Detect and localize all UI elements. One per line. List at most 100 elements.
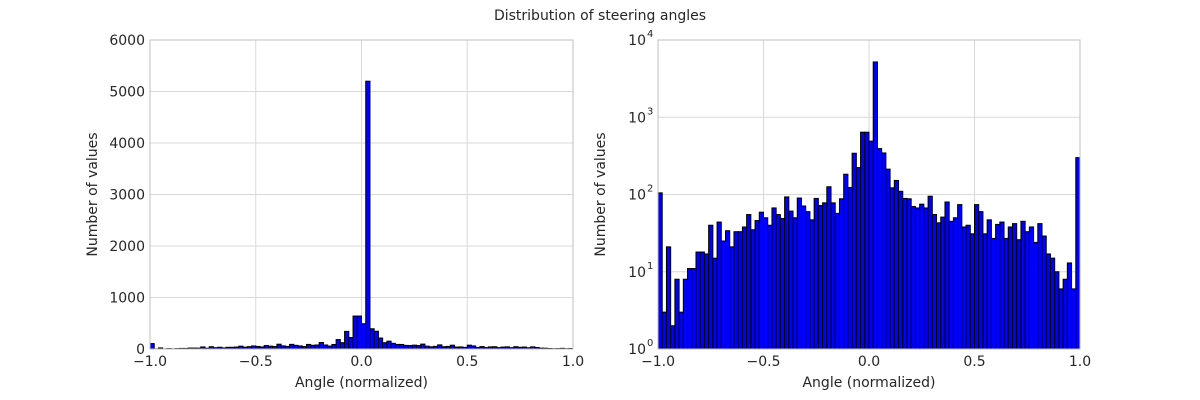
y-tick-exponent: 2 [647,184,653,195]
histogram-bar [149,343,155,350]
histogram-bar [407,345,413,350]
histogram-bar [796,197,802,350]
histogram-bar [771,207,777,350]
histogram-bar [1071,288,1077,350]
y-tick-exponent: 3 [647,106,653,117]
axes-frame [149,39,574,350]
histogram-bar [889,187,895,350]
histogram-bar [961,226,967,350]
histogram-bar [885,168,891,350]
histogram-bar [822,202,828,350]
histogram-bar [927,195,933,350]
histogram-bar [399,343,405,350]
x-axis-label: Angle (normalized) [295,375,428,391]
x-tick-label: 0.0 [858,354,880,370]
histogram-bar [809,219,815,350]
histogram-bar [923,207,929,350]
histogram-bar [767,224,773,350]
histogram-bar [382,342,388,350]
y-tick-label: 10 [628,188,646,204]
y-tick-exponent: 1 [647,261,653,272]
histogram-bar [708,224,714,350]
histogram-bar [725,230,731,350]
histogram-bar [741,226,748,350]
y-tick-label: 10 [628,265,646,281]
histogram-bar [931,214,938,350]
histogram-bar [830,202,836,350]
histogram-bar [843,173,849,350]
histogram-bar [682,278,689,350]
histogram-bar [779,217,786,350]
histogram-bar [995,223,1001,350]
histogram-bar [805,211,811,350]
histogram-bar [969,233,976,350]
y-tick-label: 5000 [109,85,145,101]
left-panel-linear: −1.0 −0.5 0.0 0.5 1.0 0 1000 2000 3000 4000 5000 60… [85,33,584,391]
histogram-bar [982,233,988,350]
histogram-bar [466,344,472,350]
histogram-bar [437,344,443,350]
histogram-bar [876,148,883,350]
histogram-bar [855,167,862,350]
histogram-bar [289,343,295,350]
histogram-bar [952,217,959,350]
x-tick-label: 0.0 [350,354,372,370]
histogram-bar [356,315,362,350]
histogram-bar [974,204,980,350]
histogram-bar [978,211,984,350]
histogram-bar [986,219,992,350]
histogram-bar [838,198,845,350]
histogram-bar [990,237,997,350]
histogram-bar [860,131,866,350]
histogram-bar [361,323,367,350]
histogram-bar [352,315,358,350]
histogram-bar [881,152,887,350]
histogram-bar [449,344,456,350]
histogram-bar [369,328,375,350]
histogram-bar [263,345,269,350]
y-tick-label: 1000 [109,291,145,307]
histogram-bar [318,342,324,350]
histogram-bar [788,210,794,350]
histogram-bar [864,131,870,350]
histogram-bar [335,339,341,350]
histogram-bar [386,340,392,350]
y-tick-label: 0 [136,342,145,358]
histogram-bar [800,205,807,350]
histogram-bar [1033,241,1039,350]
histogram-bar [763,217,769,350]
grid-lines [149,39,574,350]
histogram-bar [817,205,824,350]
histogram-bar [729,246,735,350]
histogram-bar [403,344,409,350]
histogram-bar [276,343,282,350]
histogram-bar [687,268,693,350]
histogram-bar [674,278,680,350]
histogram-bar [1049,257,1056,350]
histogram-bar [348,337,354,350]
histogram-bar [716,221,722,350]
histogram-bar [314,344,320,350]
x-tick-label: 0.5 [963,354,985,370]
histogram-bar [910,205,916,350]
histogram-bar [965,224,971,350]
histogram-bar [1054,271,1060,350]
histogram-bar [703,253,710,350]
histogram-bar [893,179,900,350]
bars [657,61,1081,350]
histogram-bar [661,311,667,350]
x-tick-label: −0.5 [239,354,273,370]
histogram-bar [902,197,908,350]
histogram-bar [306,343,312,350]
histogram-bar [737,231,743,350]
histogram-bar [1016,239,1022,350]
y-tick-exponent: 4 [647,29,653,40]
histogram-bar [758,211,765,350]
histogram-bar [1075,157,1081,350]
histogram-bar [1045,253,1051,350]
histogram-bar [373,330,379,350]
histogram-bar [1003,237,1009,350]
histogram-bar [699,251,705,350]
